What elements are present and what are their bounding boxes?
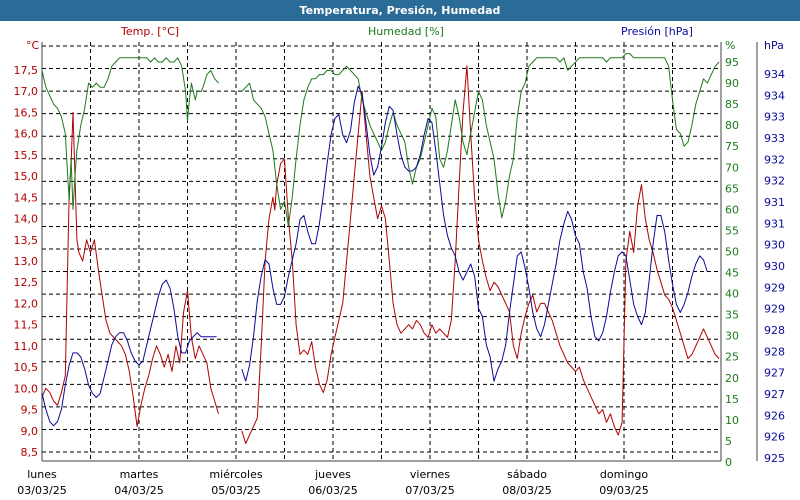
temperature-tick-label: 14,5 (14, 191, 39, 204)
pressure-series-line (41, 279, 217, 427)
humidity-axis-label: Humedad [%] (368, 25, 444, 38)
humidity-tick-label: 45 (725, 267, 739, 280)
humidity-tick-label: 10 (725, 414, 739, 427)
temperature-tick-label: 11,0 (14, 340, 39, 353)
pressure-tick-label: 929 (764, 303, 785, 316)
humidity-unit-label: % (725, 39, 735, 52)
pressure-tick-label: 930 (764, 260, 785, 273)
pressure-tick-label: 932 (764, 153, 785, 166)
temperature-tick-label: 15,5 (14, 149, 39, 162)
pressure-tick-label: 932 (764, 175, 785, 188)
temperature-tick-label: 11,5 (14, 319, 39, 332)
pressure-tick-label: 926 (764, 409, 785, 422)
humidity-tick-label: 75 (725, 140, 739, 153)
pressure-tick-label: 934 (764, 89, 785, 102)
x-tick-day-label: sábado (507, 468, 547, 481)
humidity-tick-label: 15 (725, 393, 739, 406)
humidity-tick-label: 0 (725, 456, 732, 469)
pressure-tick-label: 925 (764, 452, 785, 465)
x-tick-date-label: 06/03/25 (308, 484, 357, 497)
temperature-tick-label: 10,0 (14, 382, 39, 395)
temperature-tick-label: 13,0 (14, 255, 39, 268)
humidity-tick-label: 95 (725, 56, 739, 69)
humidity-tick-label: 80 (725, 119, 739, 132)
humidity-tick-label: 20 (725, 372, 739, 385)
temperature-tick-label: 12,5 (14, 276, 39, 289)
pressure-tick-label: 930 (764, 239, 785, 252)
pressure-tick-label: 928 (764, 345, 785, 358)
temperature-unit-label: °C (26, 39, 40, 52)
humidity-tick-label: 5 (725, 435, 732, 448)
pressure-tick-label: 931 (764, 196, 785, 209)
humidity-tick-label: 85 (725, 98, 739, 111)
chart-title: Temperatura, Presión, Humedad (0, 0, 800, 21)
humidity-tick-label: 55 (725, 224, 739, 237)
pressure-axis-label: Presión [hPa] (621, 25, 693, 38)
x-tick-day-label: lunes (27, 468, 57, 481)
pressure-tick-label: 926 (764, 431, 785, 444)
x-tick-day-label: domingo (600, 468, 648, 481)
x-tick-day-label: jueves (314, 468, 351, 481)
humidity-tick-label: 90 (725, 77, 739, 90)
temperature-tick-label: 10,5 (14, 361, 39, 374)
temperature-tick-label: 9,0 (21, 425, 39, 438)
x-tick-date-label: 09/03/25 (599, 484, 648, 497)
temperature-tick-label: 12,0 (14, 297, 39, 310)
humidity-tick-label: 70 (725, 161, 739, 174)
x-tick-date-label: 03/03/25 (17, 484, 66, 497)
temperature-series-line (41, 111, 219, 427)
temperature-axis-label: Temp. [°C] (121, 25, 180, 38)
pressure-series-line (241, 85, 708, 382)
x-tick-day-label: miércoles (209, 468, 262, 481)
pressure-tick-label: 928 (764, 324, 785, 337)
temperature-tick-label: 13,5 (14, 234, 39, 247)
temperature-tick-label: 16,0 (14, 128, 39, 141)
humidity-tick-label: 35 (725, 309, 739, 322)
pressure-tick-label: 933 (764, 111, 785, 124)
pressure-tick-label: 927 (764, 388, 785, 401)
pressure-tick-label: 933 (764, 132, 785, 145)
temperature-tick-label: 9,5 (21, 404, 39, 417)
humidity-tick-label: 65 (725, 182, 739, 195)
temperature-tick-label: 15,0 (14, 170, 39, 183)
temperature-tick-label: 17,5 (14, 64, 39, 77)
humidity-series-line (241, 53, 720, 227)
x-tick-day-label: martes (120, 468, 159, 481)
x-tick-day-label: viernes (410, 468, 450, 481)
pressure-tick-label: 931 (764, 217, 785, 230)
x-tick-date-label: 04/03/25 (114, 484, 163, 497)
x-tick-date-label: 07/03/25 (405, 484, 454, 497)
pressure-tick-label: 927 (764, 367, 785, 380)
humidity-tick-label: 30 (725, 330, 739, 343)
temperature-tick-label: 16,5 (14, 106, 39, 119)
temperature-tick-label: 17,0 (14, 85, 39, 98)
x-tick-date-label: 05/03/25 (211, 484, 260, 497)
humidity-tick-label: 50 (725, 245, 739, 258)
x-tick-date-label: 08/03/25 (502, 484, 551, 497)
humidity-tick-label: 60 (725, 203, 739, 216)
temperature-tick-label: 8,5 (21, 446, 39, 459)
pressure-tick-label: 934 (764, 68, 785, 81)
temperature-series-line (241, 65, 720, 444)
pressure-tick-label: 929 (764, 281, 785, 294)
temperature-tick-label: 14,0 (14, 213, 39, 226)
humidity-tick-label: 25 (725, 351, 739, 364)
humidity-series-line (41, 57, 219, 210)
pressure-unit-label: hPa (764, 39, 784, 52)
humidity-tick-label: 40 (725, 288, 739, 301)
